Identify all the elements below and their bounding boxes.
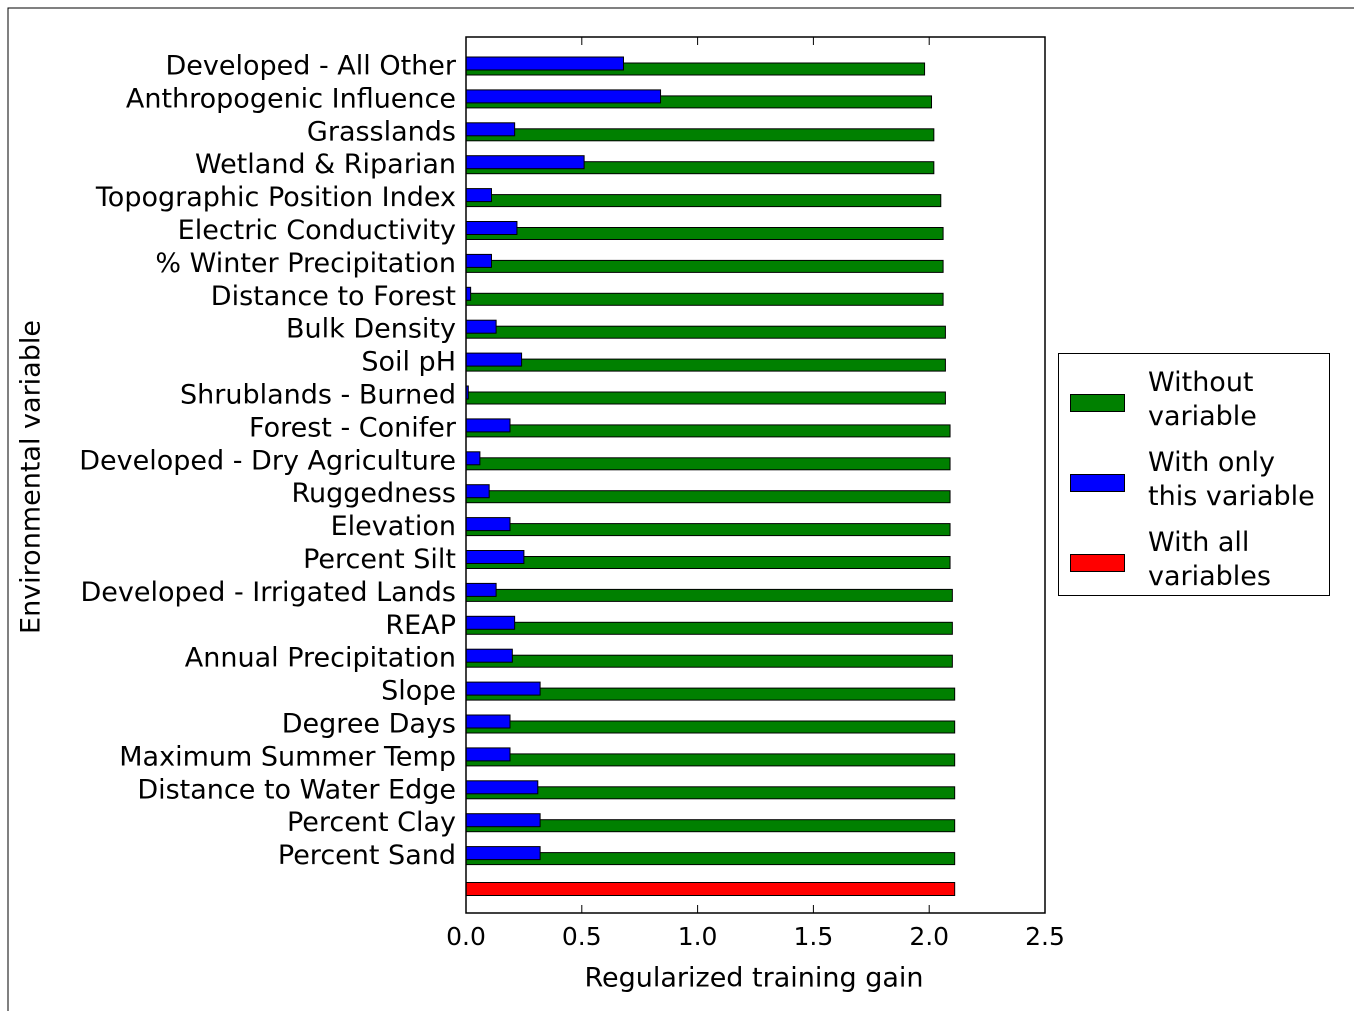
legend-swatch: [1070, 474, 1125, 492]
bar: [465, 720, 956, 734]
bar: [465, 352, 523, 367]
bar: [465, 325, 946, 339]
y-tick-label: Maximum Summer Temp: [119, 741, 456, 772]
legend-entry: With all variables: [1059, 522, 1329, 602]
y-tick-label: Degree Days: [282, 709, 456, 740]
bar: [465, 615, 516, 630]
y-tick-label: REAP: [385, 610, 456, 641]
y-tick-label: Distance to Forest: [211, 281, 456, 312]
y-tick-label: Developed - Irrigated Lands: [80, 577, 456, 608]
bar: [465, 319, 497, 334]
bar: [465, 621, 953, 635]
bar: [465, 292, 944, 306]
bar: [465, 882, 956, 896]
bar: [465, 654, 953, 668]
y-tick-label: Grasslands: [307, 116, 456, 147]
legend-swatch: [1070, 554, 1125, 572]
x-axis-label: Regularized training gain: [584, 963, 923, 994]
y-tick-label: Developed - Dry Agriculture: [79, 445, 456, 476]
bar: [465, 391, 946, 405]
y-tick-label: Percent Sand: [278, 840, 456, 871]
bar: [465, 714, 511, 729]
y-axis-label: Environmental variable: [16, 320, 47, 634]
y-tick-label: Percent Clay: [287, 807, 456, 838]
x-tick-label: 0.5: [562, 922, 602, 951]
bar: [465, 227, 944, 240]
bar: [465, 221, 518, 235]
legend-label: With only this variable: [1148, 447, 1315, 512]
bar: [465, 813, 541, 828]
y-tick-label: Annual Precipitation: [185, 643, 456, 674]
y-tick-label: Ruggedness: [291, 478, 456, 509]
bar: [465, 358, 946, 372]
y-tick-label: Elevation: [331, 511, 456, 542]
y-tick-label: Electric Conductivity: [178, 215, 456, 246]
y-tick-label: Slope: [381, 676, 456, 707]
bar: [465, 582, 497, 597]
legend-label: With all variables: [1148, 527, 1271, 592]
y-tick-label: % Winter Precipitation: [155, 248, 456, 279]
bar: [465, 457, 951, 471]
x-tick-label: 1.0: [678, 922, 718, 951]
bar: [465, 418, 511, 433]
y-tick-label: Shrublands - Burned: [180, 380, 456, 411]
legend-entry: Without variable: [1059, 362, 1329, 442]
bar: [465, 523, 951, 537]
bar: [465, 588, 953, 602]
frame: [7, 7, 1354, 1011]
bar: [465, 155, 585, 170]
bar: [465, 259, 944, 273]
bar: [465, 122, 516, 137]
bar: [465, 556, 951, 569]
x-tick-label: 2.5: [1025, 922, 1065, 951]
legend-label: Without variable: [1148, 367, 1257, 432]
bar: [465, 56, 624, 71]
legend-entry: With only this variable: [1059, 442, 1329, 522]
x-tick-label: 2.0: [909, 922, 949, 951]
x-tick-label: 0.0: [446, 922, 486, 951]
bar: [465, 846, 541, 861]
y-tick-label: Developed - All Other: [165, 51, 456, 82]
bar: [465, 753, 956, 767]
bar: [465, 128, 935, 142]
bar: [465, 780, 539, 795]
bar: [465, 253, 492, 268]
bar: [465, 194, 942, 208]
bar: [465, 188, 492, 203]
y-tick-label: Percent Silt: [303, 544, 456, 575]
y-tick-label: Anthropogenic Influence: [126, 83, 456, 114]
bar: [465, 747, 511, 762]
y-tick-label: Forest - Conifer: [249, 412, 457, 443]
y-tick-label: Wetland & Riparian: [195, 149, 456, 180]
bar: [465, 490, 951, 504]
x-tick-label: 1.5: [794, 922, 834, 951]
bar: [465, 517, 511, 532]
bar: [465, 484, 490, 499]
bar: [465, 681, 541, 696]
y-tick-label: Distance to Water Edge: [137, 774, 456, 805]
plot-frame: [465, 36, 1046, 914]
bar: [465, 424, 951, 438]
bar: [465, 786, 956, 800]
y-tick-label: Bulk Density: [286, 314, 456, 345]
legend: Without variable With only this variable W…: [1058, 353, 1330, 596]
legend-swatch: [1070, 394, 1125, 412]
bar: [465, 550, 525, 564]
bar: [465, 89, 662, 104]
y-tick-label: Soil pH: [361, 347, 456, 378]
bar: [465, 451, 481, 466]
bar: [465, 648, 513, 663]
y-tick-label: Topographic Position Index: [95, 182, 456, 213]
